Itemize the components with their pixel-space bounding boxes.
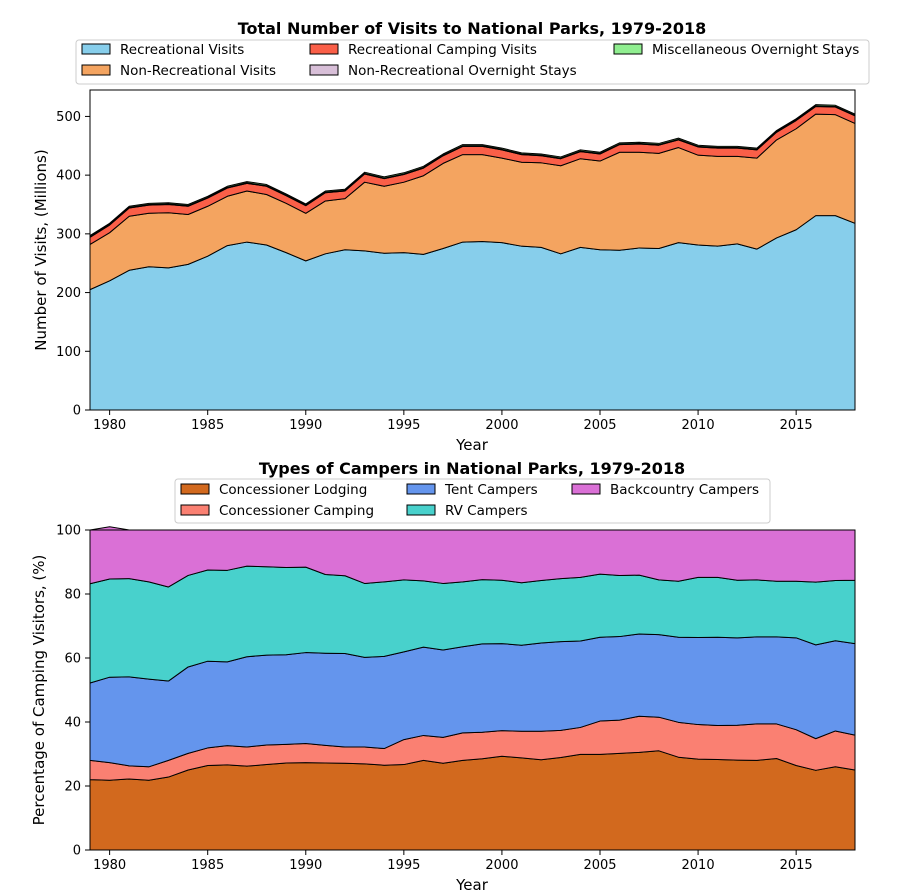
campers-legend-swatch [180, 504, 210, 516]
visits-legend-swatch [81, 64, 111, 76]
visits-legend-label: Non-Recreational Visits [120, 63, 276, 79]
visits-y-tick-label: 200 [56, 286, 81, 301]
campers-y-axis-label: Percentage of Camping Visitors, (%) [30, 555, 48, 826]
campers-x-tick-label: 2015 [780, 858, 813, 873]
visits-x-axis-label: Year [455, 436, 489, 454]
campers-y-tick-label: 80 [64, 588, 81, 603]
campers-y-tick-label: 60 [64, 652, 81, 667]
visits-x-tick-label: 2015 [780, 418, 813, 433]
visits-x-tick-label: 1985 [191, 418, 224, 433]
campers-chart-areas [89, 526, 856, 851]
visits-legend-frame [75, 39, 870, 85]
campers-y-tick-label: 40 [64, 716, 81, 731]
campers-x-tick-label: 2000 [485, 858, 518, 873]
visits-y-tick-label: 300 [56, 227, 81, 242]
visits-legend-label: Recreational Camping Visits [348, 42, 537, 58]
visits-chart-legend: Recreational Visits Recreational Camping … [75, 39, 870, 85]
visits-x-tick-label: 1990 [289, 418, 322, 433]
visits-legend-swatch [309, 43, 339, 55]
visits-legend-swatch [81, 43, 111, 55]
campers-chart-title: Types of Campers in National Parks, 1979… [259, 459, 685, 478]
visits-y-tick-label: 100 [56, 345, 81, 360]
campers-legend-label: Backcountry Campers [610, 482, 759, 498]
campers-y-tick-label: 100 [56, 524, 81, 539]
campers-x-tick-label: 1985 [191, 858, 224, 873]
campers-x-axis-label: Year [455, 876, 489, 894]
campers-chart: Types of Campers in National Parks, 1979… [30, 459, 856, 894]
campers-legend-swatch [571, 483, 601, 495]
campers-legend-label: Tent Campers [444, 482, 538, 498]
visits-y-tick-label: 0 [73, 404, 81, 419]
visits-chart: Total Number of Visits to National Parks… [32, 19, 870, 454]
campers-legend-label: Concessioner Lodging [219, 482, 367, 498]
campers-legend-frame [174, 478, 771, 524]
campers-chart-ticks: 1980 1985 1990 1995 2000 2005 2010 2015 0 20 40 60 8… [56, 524, 813, 874]
campers-y-tick-label: 0 [73, 844, 81, 859]
campers-x-tick-label: 2010 [682, 858, 715, 873]
visits-legend-label: Recreational Visits [120, 42, 244, 58]
visits-x-tick-label: 2005 [583, 418, 616, 433]
visits-y-axis-label: Number of Visits, (Millions) [32, 149, 50, 350]
visits-x-tick-label: 2000 [485, 418, 518, 433]
visits-chart-areas [89, 104, 856, 411]
visits-legend-swatch [613, 43, 643, 55]
visits-chart-ticks: 1980 1985 1990 1995 2000 2005 2010 2015 0 100 200 3… [56, 110, 813, 433]
campers-legend-label: Concessioner Camping [219, 503, 374, 519]
campers-legend-label: RV Campers [445, 503, 527, 519]
visits-plot-frame [89, 89, 856, 411]
campers-plot-frame [89, 529, 856, 851]
campers-y-tick-label: 20 [64, 780, 81, 795]
visits-legend-label: Miscellaneous Overnight Stays [652, 42, 859, 58]
visits-x-tick-label: 1995 [387, 418, 420, 433]
campers-x-tick-label: 1990 [289, 858, 322, 873]
visits-legend-swatch [309, 64, 339, 76]
campers-chart-legend: Concessioner Lodging Tent Campers Backcoun… [174, 478, 771, 524]
visits-x-tick-label: 2010 [682, 418, 715, 433]
campers-x-tick-label: 1995 [387, 858, 420, 873]
visits-legend-label: Non-Recreational Overnight Stays [348, 63, 577, 79]
visits-x-tick-label: 1980 [93, 418, 126, 433]
campers-x-tick-label: 1980 [93, 858, 126, 873]
visits-y-tick-label: 400 [56, 169, 81, 184]
visits-y-tick-label: 500 [56, 110, 81, 125]
visits-chart-title: Total Number of Visits to National Parks… [238, 19, 707, 38]
campers-legend-swatch [180, 483, 210, 495]
campers-legend-swatch [406, 504, 436, 516]
campers-legend-swatch [406, 483, 436, 495]
campers-x-tick-label: 2005 [583, 858, 616, 873]
